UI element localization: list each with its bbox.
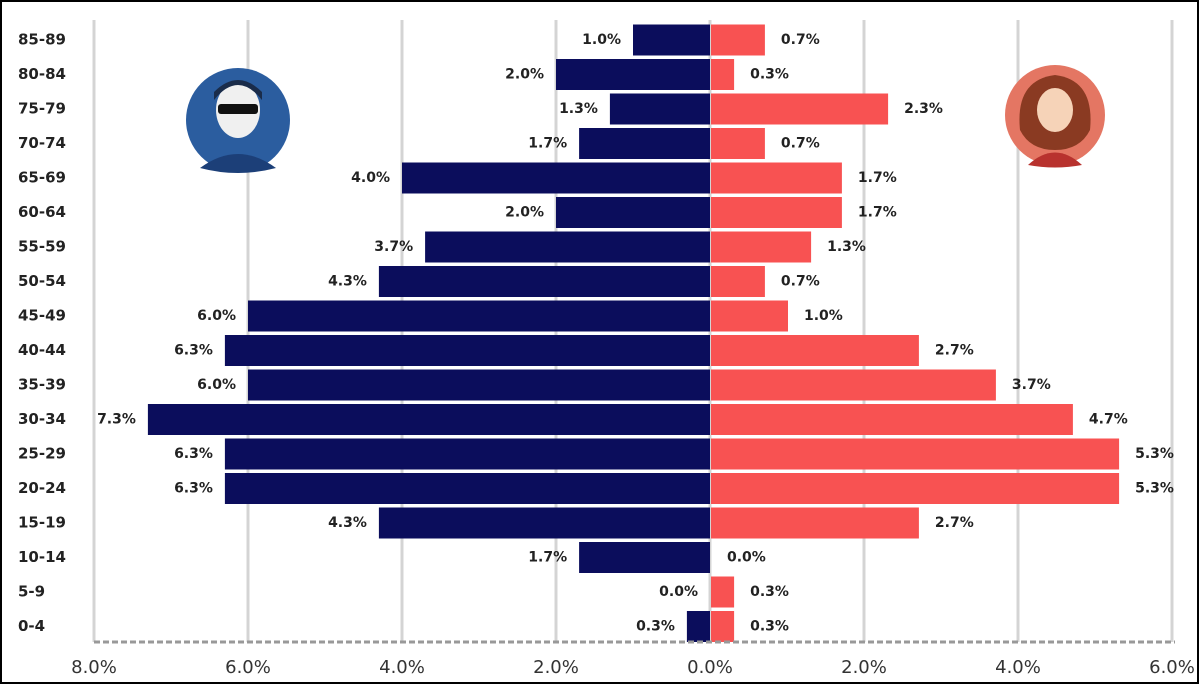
value-label: 1.7% (528, 136, 567, 152)
value-label: 6.3% (174, 343, 213, 359)
value-label: 4.0% (351, 170, 390, 186)
x-tick-label: 6.0% (225, 657, 271, 678)
bar (711, 59, 735, 90)
bar (711, 266, 765, 297)
category-label: 50-54 (18, 272, 66, 290)
bar (711, 197, 842, 228)
bar (711, 128, 765, 159)
bar (224, 438, 710, 470)
bar (556, 197, 710, 228)
value-label: 1.0% (582, 32, 621, 48)
x-tick-label: 0.0% (687, 657, 733, 678)
x-tick-label: 2.0% (841, 657, 887, 678)
bar (147, 404, 710, 435)
category-label: 30-34 (18, 410, 66, 428)
bar (711, 300, 788, 332)
category-label: 35-39 (18, 376, 66, 394)
category-label: 55-59 (18, 238, 66, 256)
bar (711, 404, 1073, 435)
category-label: 15-19 (18, 514, 66, 532)
value-label: 5.3% (1135, 446, 1174, 462)
category-label: 80-84 (18, 65, 66, 83)
bar (609, 93, 710, 125)
bar (711, 507, 919, 539)
value-label: 0.7% (781, 274, 820, 290)
value-label: 4.3% (328, 274, 367, 290)
value-label: 0.0% (659, 584, 698, 600)
value-label: 0.0% (727, 550, 766, 566)
bar (711, 24, 765, 56)
value-label: 3.7% (374, 239, 413, 255)
value-label: 2.7% (935, 515, 974, 531)
x-tick-label: 4.0% (379, 657, 425, 678)
x-tick-label: 6.0% (1149, 657, 1195, 678)
bar (402, 162, 710, 194)
x-tick-label: 4.0% (995, 657, 1041, 678)
male-icon (186, 68, 290, 173)
value-label: 6.3% (174, 446, 213, 462)
value-label: 1.7% (528, 550, 567, 566)
x-tick-label: 2.0% (533, 657, 579, 678)
x-tick-label: 8.0% (71, 657, 117, 678)
value-label: 1.3% (559, 101, 598, 117)
bar (633, 24, 710, 56)
value-label: 6.0% (197, 308, 236, 324)
value-label: 5.3% (1135, 481, 1174, 497)
value-label: 0.7% (781, 32, 820, 48)
value-label: 2.7% (935, 343, 974, 359)
category-label: 25-29 (18, 445, 66, 463)
female-icon (1005, 65, 1105, 168)
bar (579, 542, 710, 573)
value-label: 3.7% (1012, 377, 1051, 393)
value-label: 2.0% (505, 205, 544, 221)
bar (711, 335, 919, 366)
value-label: 6.0% (197, 377, 236, 393)
category-label: 20-24 (18, 479, 66, 497)
bar (711, 576, 735, 608)
bar (556, 59, 710, 90)
bar (711, 231, 812, 263)
category-label: 45-49 (18, 307, 66, 325)
bar (224, 335, 710, 366)
value-label: 0.7% (781, 136, 820, 152)
bar (378, 507, 710, 539)
bar (248, 300, 710, 332)
value-label: 2.0% (505, 67, 544, 83)
category-label: 70-74 (18, 134, 66, 152)
category-label: 75-79 (18, 100, 66, 118)
bar (711, 473, 1120, 504)
category-label: 0-4 (18, 617, 45, 635)
value-label: 6.3% (174, 481, 213, 497)
value-label: 7.3% (97, 412, 136, 428)
value-label: 4.3% (328, 515, 367, 531)
value-label: 1.0% (804, 308, 843, 324)
category-label: 65-69 (18, 169, 66, 187)
bar (378, 266, 710, 297)
value-label: 2.3% (904, 101, 943, 117)
category-label: 60-64 (18, 203, 66, 221)
category-label: 5-9 (18, 583, 45, 601)
value-label: 4.7% (1089, 412, 1128, 428)
bar (711, 162, 842, 194)
value-label: 0.3% (636, 619, 675, 635)
bar (686, 611, 710, 642)
bar (711, 438, 1120, 470)
value-label: 0.3% (750, 584, 789, 600)
value-label: 0.3% (750, 67, 789, 83)
category-label: 85-89 (18, 31, 66, 49)
value-label: 0.3% (750, 619, 789, 635)
bar (711, 93, 889, 125)
bar (425, 231, 710, 263)
category-label: 40-44 (18, 341, 66, 359)
bar (224, 473, 710, 504)
bar (711, 611, 735, 642)
bar (711, 369, 996, 401)
value-label: 1.7% (858, 205, 897, 221)
category-label: 10-14 (18, 548, 66, 566)
value-label: 1.7% (858, 170, 897, 186)
value-label: 1.3% (827, 239, 866, 255)
bar (579, 128, 710, 159)
bar (248, 369, 710, 401)
